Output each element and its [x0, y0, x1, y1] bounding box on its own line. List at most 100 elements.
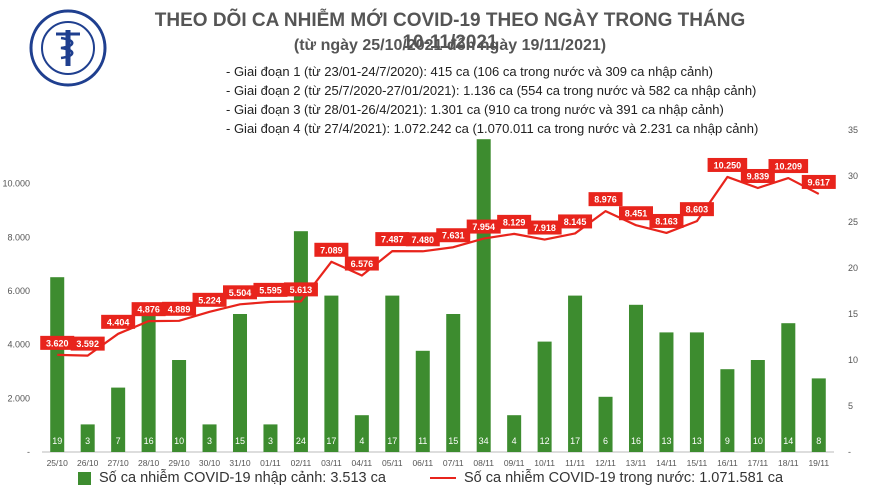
line-value-label-box [619, 206, 653, 221]
bar-value-label: 3 [207, 436, 212, 446]
stage-summary-list: - Giai đoạn 1 (từ 23/01-24/7/2020): 415 … [226, 62, 758, 138]
x-axis-tick-label: 10/11 [534, 458, 555, 468]
line-value-label-box [162, 301, 197, 316]
legend-domestic-cases: Số ca nhiễm COVID-19 trong nước: 1.071.5… [430, 470, 783, 486]
bar-value-label: 4 [359, 436, 364, 446]
right-axis-tick-label: 10 [848, 355, 858, 365]
bar-value-label: 15 [235, 436, 245, 446]
chart-subtitle: (từ ngày 25/10/2021 đến ngày 19/11/2021) [293, 37, 607, 54]
line-value-label: 8.603 [686, 205, 709, 215]
line-value-label-box [588, 192, 623, 207]
bar-imported-cases [476, 139, 491, 452]
line-value-label: 7.631 [442, 231, 465, 241]
line-value-label: 10.250 [714, 160, 742, 170]
line-value-label: 4.404 [107, 317, 130, 327]
line-value-label-box [283, 282, 318, 297]
bar-imported-cases [507, 415, 522, 452]
bar-value-label: 17 [387, 436, 397, 446]
bar-imported-cases [263, 424, 278, 452]
covid-cases-chart: -2.0004.0006.0008.00010.000-510152025303… [2, 125, 858, 468]
line-value-label: 4.876 [137, 305, 160, 315]
bar-value-label: 14 [783, 436, 793, 446]
line-value-label: 6.576 [351, 259, 374, 269]
line-value-label-box [131, 302, 166, 317]
bar-imported-cases [80, 424, 95, 452]
bar-imported-cases [415, 350, 430, 452]
right-axis-tick-label: 15 [848, 309, 858, 319]
line-value-label-box [405, 232, 440, 247]
left-axis-tick-label: 4.000 [7, 340, 30, 350]
bar-value-label: 24 [296, 436, 306, 446]
bar-imported-cases [354, 415, 369, 452]
line-value-label-box [344, 256, 379, 271]
line-value-label: 7.487 [381, 235, 404, 245]
bar-value-label: 10 [753, 436, 763, 446]
right-axis-tick-label: 25 [848, 217, 858, 227]
legend-bar-swatch [78, 471, 91, 485]
line-value-label-box [558, 214, 593, 229]
x-axis-tick-label: 14/11 [656, 458, 677, 468]
bar-imported-cases [781, 323, 796, 452]
x-axis-tick-label: 25/10 [47, 458, 69, 468]
bar-imported-cases [598, 396, 613, 452]
line-value-label: 7.480 [412, 235, 435, 245]
line-value-label-box [527, 220, 562, 235]
line-value-label-box [375, 232, 410, 247]
legend-imported-label: Số ca nhiễm COVID-19 nhập cảnh: 3.513 ca [99, 470, 386, 486]
line-value-label-box [679, 202, 714, 217]
line-value-label: 7.089 [320, 245, 343, 255]
bar-value-label: 34 [479, 436, 489, 446]
line-value-label-box [768, 159, 809, 174]
bar-imported-cases [628, 304, 644, 452]
x-axis-tick-label: 30/10 [199, 458, 221, 468]
stage-1-summary: - Giai đoạn 1 (từ 23/01-24/7/2020): 415 … [226, 64, 714, 79]
line-value-label-box [223, 285, 257, 300]
bar-imported-cases [568, 295, 583, 452]
line-value-label: 8.163 [655, 216, 678, 226]
line-value-label-box [101, 314, 136, 329]
x-axis-tick-label: 06/11 [412, 458, 433, 468]
bar-value-label: 10 [174, 436, 184, 446]
right-axis-tick-label: 20 [848, 263, 858, 273]
bar-imported-cases [232, 314, 248, 452]
x-axis-tick-label: 26/10 [77, 458, 99, 468]
line-value-label: 8.976 [594, 195, 617, 205]
x-axis-tick-label: 02/11 [291, 458, 312, 468]
x-axis-tick-label: 11/11 [565, 458, 585, 468]
bar-value-label: 6 [603, 436, 608, 446]
right-axis-tick-label: 5 [848, 401, 853, 411]
x-axis-tick-label: 03/11 [321, 458, 342, 468]
x-axis-tick-label: 16/11 [717, 458, 738, 468]
bar-imported-cases [293, 231, 308, 452]
bar-value-label: 3 [85, 436, 90, 446]
bar-imported-cases [750, 360, 765, 452]
bar-imported-cases [659, 332, 674, 452]
x-axis-tick-label: 04/11 [352, 458, 373, 468]
left-axis-tick-label: 6.000 [7, 286, 30, 296]
line-value-label-box [70, 336, 105, 351]
bar-value-label: 19 [52, 436, 62, 446]
legend-domestic-label: Số ca nhiễm COVID-19 trong nước: 1.071.5… [464, 470, 784, 486]
line-value-label-box [253, 282, 288, 297]
bar-value-label: 13 [661, 436, 671, 446]
line-value-label: 8.451 [625, 209, 648, 219]
x-axis-tick-label: 29/10 [168, 458, 190, 468]
line-value-label-box [314, 242, 349, 257]
legend-line-swatch [430, 477, 456, 479]
right-axis-tick-label: 35 [848, 125, 858, 135]
bar-imported-cases [111, 387, 126, 452]
bar-imported-cases [141, 304, 156, 452]
left-axis-tick-label: 8.000 [7, 232, 30, 242]
x-axis-tick-label: 07/11 [443, 458, 464, 468]
line-value-label: 5.224 [198, 295, 221, 305]
line-value-label: 5.613 [290, 285, 313, 295]
x-axis-tick-label: 13/11 [626, 458, 647, 468]
line-value-label: 3.620 [46, 338, 69, 348]
stage-2-summary: - Giai đoạn 2 (từ 25/7/2020-27/01/2021):… [226, 83, 757, 98]
line-value-label-box [707, 157, 748, 172]
line-value-label-box [466, 219, 501, 234]
bar-imported-cases [50, 277, 65, 452]
line-value-label: 7.918 [533, 223, 556, 233]
x-axis-tick-label: 27/10 [108, 458, 130, 468]
line-value-label-box [192, 292, 227, 307]
